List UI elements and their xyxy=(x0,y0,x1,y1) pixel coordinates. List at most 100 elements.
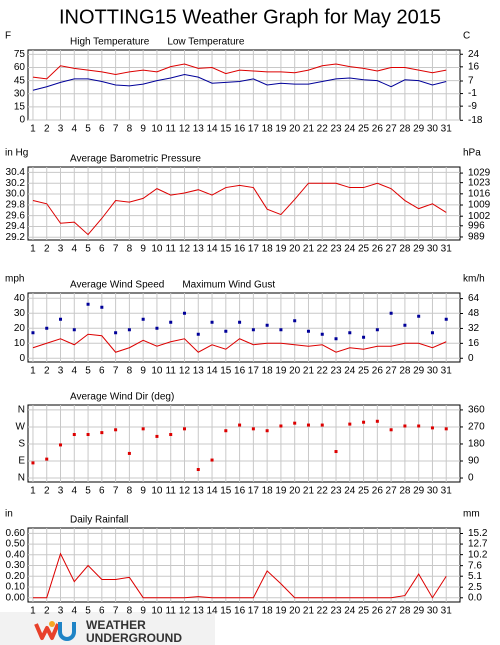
data-line xyxy=(32,63,447,80)
x-tick-label: 26 xyxy=(372,486,384,497)
x-tick-label: 16 xyxy=(234,244,246,255)
marker xyxy=(279,424,283,428)
x-tick-label: 22 xyxy=(317,124,329,135)
y-tick-label: W xyxy=(16,422,26,433)
x-tick-label: 5 xyxy=(85,486,91,497)
marker xyxy=(348,422,352,426)
marker xyxy=(293,421,297,425)
panel: 1 2 3 4 5 6 7 8 9 10 11 12 13 14 15 16 17 18 19 20 21 22 23 24 2… xyxy=(5,148,491,255)
panel: 1 2 3 4 5 6 7 8 9 10 11 12 13 14 15 16 17 18 19 20 21 22 23 24 2… xyxy=(5,509,488,617)
marker xyxy=(251,328,255,332)
y2-tick-label: 24 xyxy=(468,49,480,60)
x-tick-label: 24 xyxy=(344,244,356,255)
marker xyxy=(155,326,159,330)
marker xyxy=(72,328,76,332)
x-tick-label: 7 xyxy=(113,244,119,255)
marker xyxy=(348,331,352,335)
x-tick-label: 6 xyxy=(99,124,105,135)
y-tick-label: S xyxy=(18,439,25,450)
x-tick-label: 30 xyxy=(427,486,439,497)
x-tick-label: 7 xyxy=(113,606,119,617)
x-tick-label: 16 xyxy=(234,486,246,497)
marker xyxy=(430,331,434,335)
x-tick-label: 9 xyxy=(140,486,146,497)
x-tick-label: 8 xyxy=(127,244,133,255)
y2-tick-label: 32 xyxy=(468,323,480,334)
y2-tick-label: 7 xyxy=(468,76,474,87)
x-tick-label: 8 xyxy=(127,486,133,497)
y-tick-label: 0.00 xyxy=(6,592,26,603)
legend-entry: Maximum Wind Gust xyxy=(182,280,275,291)
x-tick-label: 21 xyxy=(303,366,315,377)
legend-entry: High Temperature xyxy=(70,37,150,48)
y-tick-label: 45 xyxy=(14,75,26,86)
x-tick-label: 3 xyxy=(58,124,64,135)
y2-tick-label: 0 xyxy=(468,473,474,484)
marker xyxy=(45,326,49,330)
x-tick-label: 16 xyxy=(234,366,246,377)
x-tick-label: 30 xyxy=(427,244,439,255)
marker xyxy=(59,317,63,321)
y-tick-label: 29.6 xyxy=(6,210,26,221)
x-tick-label: 3 xyxy=(58,606,64,617)
x-tick-label: 14 xyxy=(206,366,218,377)
y-tick-label: 0.10 xyxy=(6,582,26,593)
marker xyxy=(320,423,324,427)
y-tick-label: 0.50 xyxy=(6,539,26,550)
y-tick-label: 0.20 xyxy=(6,571,26,582)
marker xyxy=(196,468,200,472)
marker xyxy=(279,328,283,332)
x-tick-label: 5 xyxy=(85,244,91,255)
y-tick-label: 20 xyxy=(14,323,26,334)
marker xyxy=(86,433,90,437)
y-tick-label: 60 xyxy=(14,62,26,73)
x-tick-label: 19 xyxy=(275,244,287,255)
y2-tick-label: 10.2 xyxy=(468,549,488,560)
y2-axis-label: mm xyxy=(463,509,480,520)
x-tick-label: 4 xyxy=(72,486,78,497)
y2-tick-label: 1016 xyxy=(468,188,491,199)
x-tick-label: 19 xyxy=(275,486,287,497)
x-tick-label: 25 xyxy=(358,366,370,377)
x-tick-label: 19 xyxy=(275,366,287,377)
x-tick-label: 2 xyxy=(44,366,50,377)
y-tick-label: 10 xyxy=(14,338,26,349)
x-tick-label: 29 xyxy=(413,124,425,135)
y-tick-label: 0.30 xyxy=(6,560,26,571)
x-tick-label: 17 xyxy=(248,486,260,497)
x-tick-label: 7 xyxy=(113,486,119,497)
marker xyxy=(403,424,407,428)
x-tick-label: 19 xyxy=(275,124,287,135)
x-tick-label: 8 xyxy=(127,124,133,135)
x-tick-label: 28 xyxy=(399,124,411,135)
marker xyxy=(265,323,269,327)
x-tick-label: 23 xyxy=(330,124,342,135)
x-tick-label: 27 xyxy=(386,244,398,255)
x-tick-label: 17 xyxy=(248,366,260,377)
footer: WEATHER UNDERGROUND xyxy=(0,612,215,645)
marker xyxy=(306,423,310,427)
x-tick-label: 1 xyxy=(30,124,36,135)
x-tick-label: 17 xyxy=(248,124,260,135)
x-tick-label: 31 xyxy=(441,124,453,135)
brand-line1: WEATHER xyxy=(86,618,146,632)
x-tick-label: 24 xyxy=(344,124,356,135)
y-tick-label: 29.4 xyxy=(6,221,26,232)
y2-tick-label: 1009 xyxy=(468,200,491,211)
x-tick-label: 29 xyxy=(413,486,425,497)
y-tick-label: N xyxy=(18,405,25,416)
x-tick-label: 25 xyxy=(358,486,370,497)
x-tick-label: 8 xyxy=(127,606,133,617)
y2-tick-label: 16 xyxy=(468,338,480,349)
x-tick-label: 16 xyxy=(234,124,246,135)
x-tick-label: 13 xyxy=(193,124,205,135)
y-tick-label: 30.2 xyxy=(6,178,26,189)
marker xyxy=(31,331,35,335)
x-tick-label: 22 xyxy=(317,366,329,377)
x-tick-label: 28 xyxy=(399,366,411,377)
plot-area xyxy=(27,527,461,603)
y2-tick-label: 360 xyxy=(468,405,485,416)
y2-tick-label: -1 xyxy=(468,88,477,99)
legend-entry: Low Temperature xyxy=(167,37,245,48)
